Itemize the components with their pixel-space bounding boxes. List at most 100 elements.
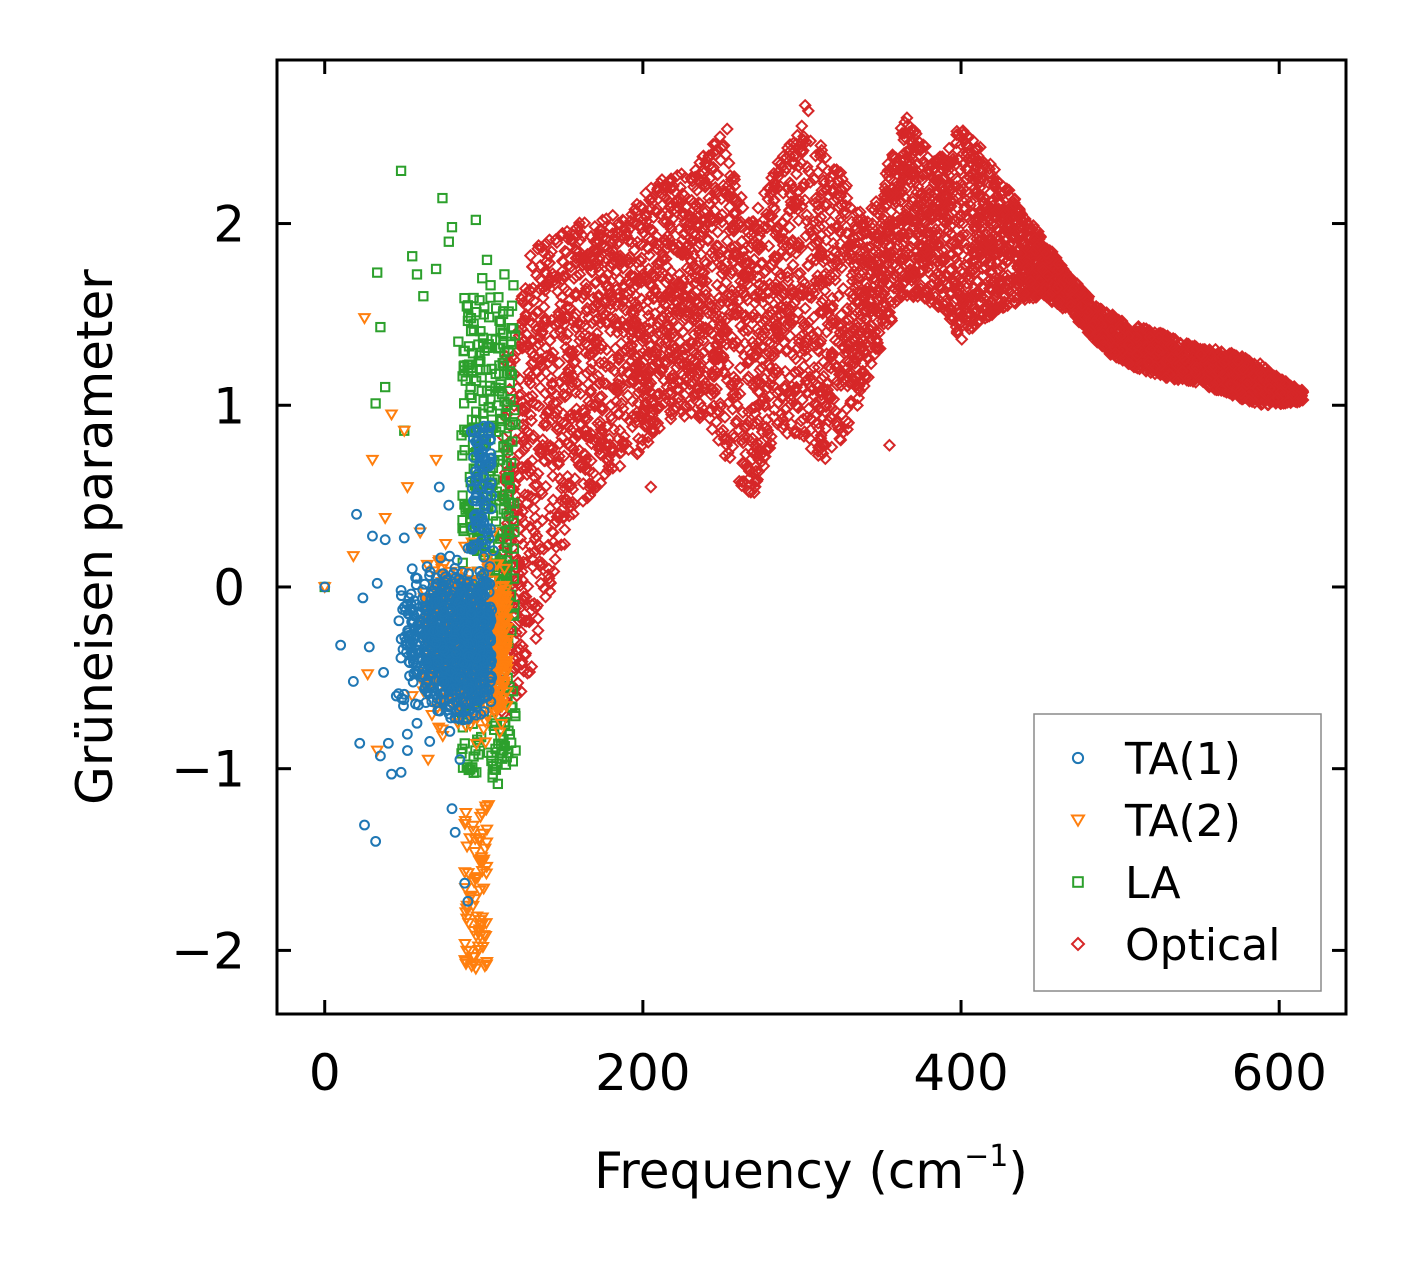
optical-point: [535, 240, 549, 254]
optical-point: [711, 225, 725, 239]
optical-point: [515, 504, 530, 519]
optical-point: [955, 194, 970, 208]
optical-point: [576, 494, 590, 508]
optical-point: [712, 291, 726, 305]
optical-point: [745, 215, 759, 229]
optical-point: [583, 346, 597, 361]
optical-point: [751, 385, 765, 399]
optical-point: [573, 387, 588, 401]
optical-point: [799, 229, 813, 243]
optical-point: [796, 412, 811, 426]
optical-point: [800, 208, 814, 222]
optical-point: [830, 258, 845, 272]
optical-point: [844, 247, 858, 261]
optical-point: [647, 291, 661, 305]
optical-point: [565, 232, 579, 246]
optical-point: [736, 405, 750, 419]
optical-point: [578, 216, 592, 230]
optical-point: [525, 389, 539, 403]
optical-point: [751, 413, 765, 427]
optical-point: [636, 355, 650, 370]
optical-point: [523, 408, 538, 422]
optical-point: [833, 432, 847, 446]
optical-point: [725, 336, 740, 350]
optical-point: [771, 395, 786, 410]
optical-point: [563, 301, 577, 315]
optical-point: [789, 352, 803, 366]
optical-point: [843, 355, 857, 369]
optical-point: [797, 129, 811, 144]
optical-point: [642, 248, 656, 262]
optical-point: [543, 333, 557, 348]
optical-point: [738, 419, 752, 434]
optical-point: [628, 295, 642, 310]
optical-point: [807, 310, 821, 324]
optical-point: [695, 272, 709, 286]
optical-point: [612, 350, 626, 365]
optical-point: [519, 307, 533, 322]
optical-point: [851, 391, 866, 405]
optical-point: [793, 266, 807, 280]
optical-point: [942, 141, 956, 155]
optical-point: [803, 175, 817, 189]
optical-point: [558, 390, 572, 404]
optical-point: [559, 333, 573, 347]
optical-point: [847, 258, 861, 273]
optical-point: [754, 375, 768, 390]
optical-point: [766, 200, 781, 214]
optical-point: [601, 453, 615, 467]
optical-point: [932, 293, 946, 307]
optical-point: [824, 361, 838, 375]
optical-point: [533, 381, 547, 395]
optical-point: [676, 227, 691, 241]
optical-point: [550, 412, 564, 426]
optical-point: [515, 460, 529, 474]
optical-point: [691, 387, 705, 401]
optical-point: [727, 376, 741, 390]
optical-point: [754, 435, 768, 450]
optical-point: [797, 344, 812, 358]
optical-point: [779, 344, 793, 358]
optical-point: [770, 325, 785, 339]
optical-point: [762, 358, 776, 372]
optical-point: [529, 631, 543, 646]
optical-point: [657, 215, 671, 229]
optical-point: [537, 418, 551, 432]
optical-point: [622, 375, 637, 390]
optical-point: [532, 442, 546, 456]
optical-point: [595, 310, 610, 325]
optical-point: [655, 313, 669, 327]
optical-point: [582, 394, 596, 408]
optical-point: [606, 208, 620, 223]
optical-point: [605, 412, 619, 426]
optical-point: [734, 190, 748, 204]
optical-point: [630, 357, 644, 371]
optical-point: [719, 275, 733, 290]
optical-point: [539, 479, 553, 494]
optical-point: [783, 329, 797, 343]
optical-point: [724, 172, 739, 187]
optical-point: [845, 310, 859, 325]
optical-point: [548, 552, 562, 566]
optical-point: [730, 302, 744, 316]
optical-point: [720, 234, 734, 248]
optical-point: [552, 305, 566, 320]
optical-point: [557, 449, 571, 463]
optical-point: [542, 571, 556, 586]
optical-point: [841, 227, 855, 241]
optical-point: [520, 496, 534, 510]
optical-point: [844, 394, 858, 408]
optical-point: [531, 611, 545, 626]
optical-point: [705, 246, 719, 260]
optical-point: [835, 260, 849, 275]
optical-point: [929, 267, 943, 281]
optical-point: [614, 396, 629, 410]
optical-point: [565, 379, 579, 393]
optical-point: [662, 311, 676, 325]
optical-point: [950, 124, 964, 138]
optical-point: [543, 501, 557, 515]
optical-point: [694, 274, 708, 289]
optical-point: [739, 256, 753, 270]
optical-point: [566, 315, 581, 329]
optical-point: [640, 303, 654, 317]
